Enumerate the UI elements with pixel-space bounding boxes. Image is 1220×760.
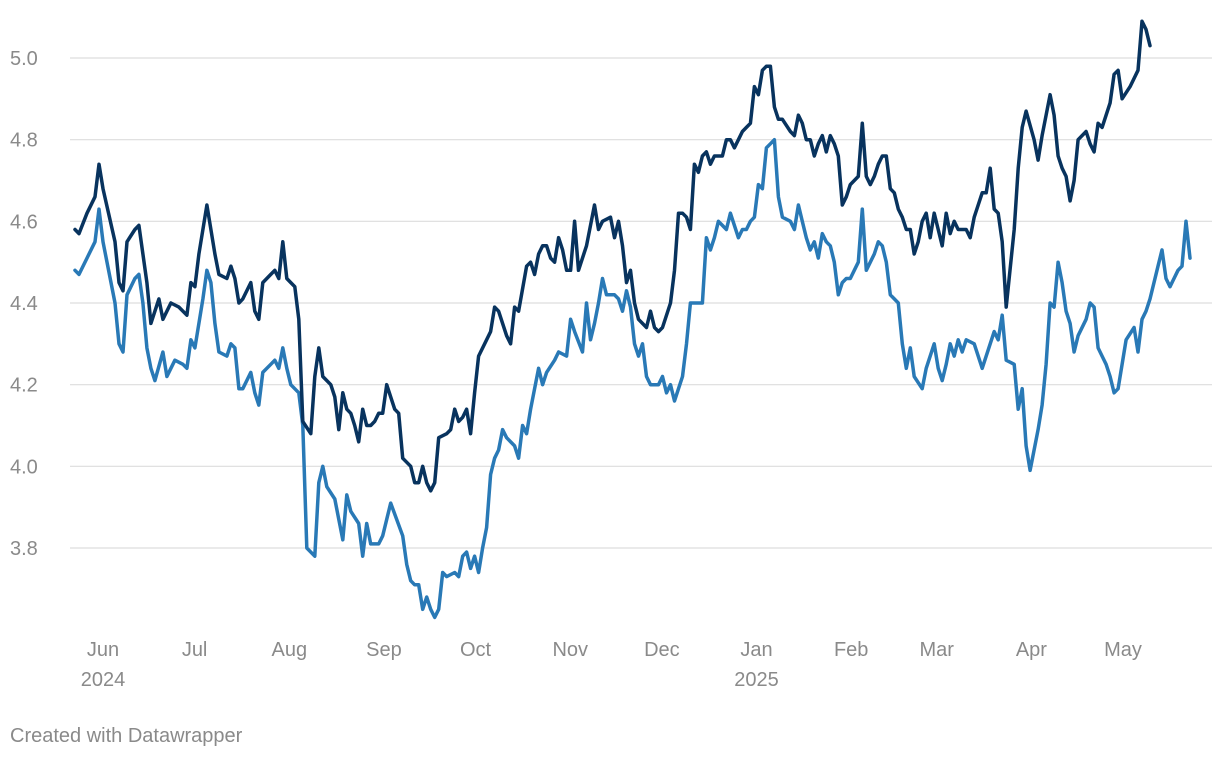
x-tick-label: Oct (460, 639, 492, 661)
x-tick-label: Sep (366, 639, 402, 661)
y-tick-label: 4.8 (10, 130, 38, 152)
series-layer (73, 19, 1192, 620)
dark-series-line (73, 19, 1152, 493)
x-tick-label: Nov (552, 639, 588, 661)
credit-text: Created with Datawrapper (10, 725, 243, 747)
x-tick-label: Feb (834, 639, 868, 661)
x-tick-label: Jul (182, 639, 208, 661)
light-series-line (73, 137, 1192, 620)
x-tick-label: Dec (644, 639, 680, 661)
line-chart: 3.8 4.0 4.2 4.4 4.6 4.8 5.0 Jun 2024 Jul Aug Sep Oc… (10, 19, 1212, 691)
x-tick-label: Mar (919, 639, 954, 661)
y-tick-label: 4.6 (10, 211, 38, 233)
x-tick-label: Aug (271, 639, 307, 661)
y-tick-label: 3.8 (10, 538, 38, 560)
x-tick-year-label: 2024 (81, 669, 126, 691)
y-tick-label: 4.0 (10, 456, 38, 478)
x-tick-label: Jun (87, 639, 119, 661)
y-tick-label: 4.2 (10, 375, 38, 397)
y-axis: 3.8 4.0 4.2 4.4 4.6 4.8 5.0 (10, 48, 38, 560)
x-tick-label: Jan (740, 639, 772, 661)
x-tick-label: May (1104, 639, 1142, 661)
x-tick-label: Apr (1016, 639, 1047, 661)
x-tick-year-label: 2025 (734, 669, 779, 691)
y-tick-label: 4.4 (10, 293, 38, 315)
x-axis: Jun 2024 Jul Aug Sep Oct Nov Dec Jan 2025 Feb Mar Ap… (81, 639, 1142, 691)
y-tick-label: 5.0 (10, 48, 38, 70)
